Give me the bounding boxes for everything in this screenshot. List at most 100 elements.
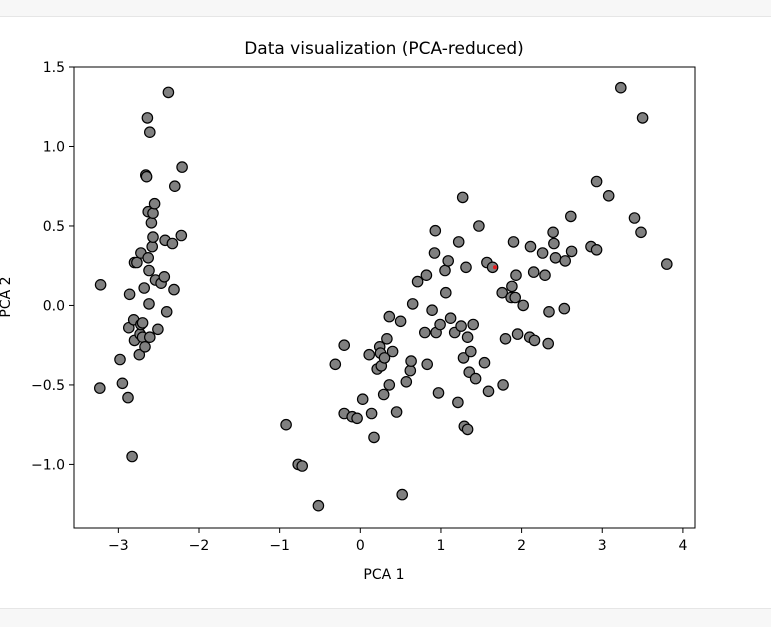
data-point bbox=[296, 460, 308, 472]
data-point bbox=[136, 317, 149, 329]
data-point bbox=[461, 331, 474, 343]
data-point bbox=[147, 207, 159, 219]
data-point bbox=[558, 302, 571, 315]
data-point bbox=[543, 305, 555, 318]
data-point bbox=[548, 237, 560, 250]
data-point bbox=[176, 161, 188, 173]
data-point bbox=[141, 112, 154, 124]
data-point bbox=[152, 323, 164, 336]
data-point bbox=[169, 180, 181, 192]
x-tick-label: 4 bbox=[678, 538, 687, 554]
data-point bbox=[142, 251, 154, 264]
top-strip bbox=[0, 0, 771, 16]
data-point bbox=[116, 377, 129, 390]
data-point bbox=[394, 315, 407, 328]
data-point bbox=[143, 298, 155, 310]
data-point bbox=[635, 226, 647, 239]
x-axis: −3 −2 −1 0 1 2 3 4 bbox=[108, 528, 687, 554]
data-point bbox=[175, 229, 188, 242]
data-point bbox=[478, 356, 491, 369]
y-tick-label: 0.0 bbox=[43, 298, 65, 314]
data-point bbox=[396, 488, 408, 501]
data-point bbox=[94, 382, 106, 394]
data-point bbox=[565, 245, 578, 258]
data-point bbox=[420, 269, 433, 281]
data-point bbox=[160, 305, 173, 318]
data-point bbox=[499, 332, 512, 345]
data-point bbox=[144, 331, 156, 343]
data-point bbox=[527, 266, 540, 278]
data-point bbox=[442, 255, 454, 267]
data-point bbox=[559, 255, 571, 267]
y-axis-label: PCA 2 bbox=[0, 276, 14, 317]
y-tick-label: 0.5 bbox=[43, 219, 65, 235]
data-point bbox=[162, 86, 175, 99]
data-point bbox=[365, 407, 378, 420]
highlight-point bbox=[493, 265, 497, 270]
data-point bbox=[636, 112, 649, 124]
data-point bbox=[390, 406, 403, 418]
data-point bbox=[148, 197, 161, 210]
y-tick-label: 1.0 bbox=[43, 139, 65, 155]
plot-frame bbox=[73, 66, 696, 529]
data-point bbox=[660, 258, 673, 270]
data-point bbox=[411, 275, 424, 288]
data-point bbox=[94, 278, 107, 291]
data-point bbox=[464, 345, 477, 358]
data-point bbox=[145, 217, 158, 229]
data-point bbox=[280, 418, 292, 431]
data-point bbox=[429, 224, 442, 237]
data-point bbox=[381, 332, 393, 345]
data-point bbox=[549, 251, 562, 264]
data-point bbox=[143, 264, 155, 277]
data-point bbox=[158, 270, 171, 283]
data-point bbox=[133, 348, 146, 361]
data-point bbox=[404, 364, 417, 377]
x-tick-label: 0 bbox=[356, 538, 365, 554]
data-point bbox=[428, 247, 441, 259]
data-point bbox=[602, 190, 615, 202]
x-tick-label: 2 bbox=[517, 538, 526, 554]
data-point bbox=[536, 247, 549, 259]
data-point bbox=[439, 286, 452, 299]
chart-title: Data visualization (PCA-reduced) bbox=[244, 39, 524, 59]
data-point bbox=[517, 299, 529, 312]
scatter-points bbox=[94, 81, 673, 512]
data-point bbox=[126, 450, 138, 463]
data-point bbox=[377, 388, 390, 401]
data-point bbox=[455, 320, 467, 332]
data-point bbox=[528, 334, 541, 347]
data-point bbox=[123, 288, 136, 301]
data-point bbox=[432, 387, 445, 399]
data-point bbox=[368, 431, 380, 444]
data-point bbox=[452, 396, 464, 409]
data-point bbox=[122, 391, 134, 404]
data-point bbox=[456, 191, 469, 204]
data-point bbox=[444, 312, 457, 324]
data-point bbox=[329, 358, 342, 371]
x-axis-label: PCA 1 bbox=[363, 567, 404, 583]
data-point bbox=[434, 318, 446, 331]
data-point bbox=[457, 352, 470, 364]
data-point bbox=[146, 240, 158, 253]
data-point bbox=[461, 423, 474, 436]
y-tick-label: 1.5 bbox=[43, 60, 65, 76]
x-tick-label: 3 bbox=[598, 538, 607, 554]
data-point bbox=[590, 244, 603, 256]
y-tick-label: −1.0 bbox=[31, 457, 65, 473]
data-point bbox=[506, 280, 518, 293]
bottom-strip bbox=[0, 609, 771, 627]
data-point bbox=[383, 310, 396, 323]
data-point bbox=[486, 261, 499, 274]
data-point bbox=[452, 236, 465, 248]
data-point bbox=[507, 236, 520, 248]
data-point bbox=[497, 379, 509, 391]
data-point bbox=[509, 291, 521, 304]
x-tick-label: −1 bbox=[269, 538, 290, 554]
data-point bbox=[363, 348, 375, 361]
data-point bbox=[114, 353, 126, 366]
data-point bbox=[138, 282, 150, 294]
data-point bbox=[405, 355, 417, 367]
data-point bbox=[510, 269, 522, 281]
